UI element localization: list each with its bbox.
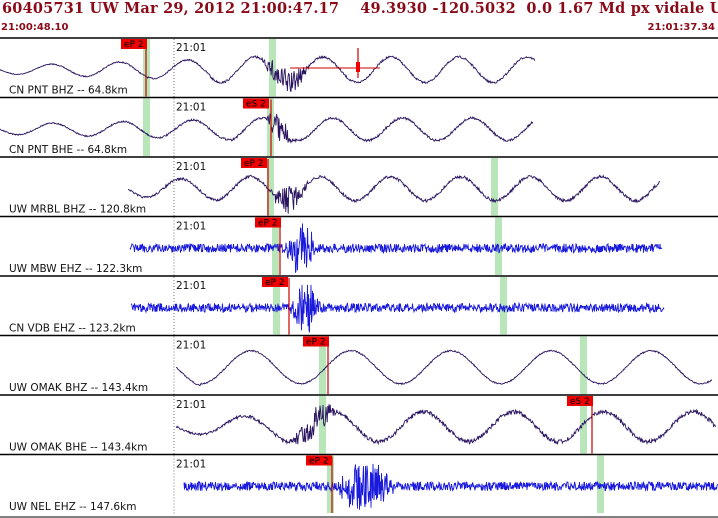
waveform-trace[interactable] — [175, 404, 716, 446]
window-end-time: 21:01:37.34 — [647, 22, 715, 33]
minute-label: 21:01 — [176, 340, 206, 352]
trace-panel-mrbl-bhz[interactable]: eP 2 21:01 UW MRBL BHZ -- 120.8km — [0, 156, 718, 217]
waveform-trace[interactable] — [129, 223, 663, 273]
phase-window-1 — [319, 336, 326, 394]
pick-marker-box[interactable] — [121, 39, 147, 49]
phase-window-1 — [327, 455, 334, 513]
phase-window-2 — [580, 336, 587, 394]
phase-window-1 — [267, 158, 274, 216]
waveform-trace[interactable] — [183, 463, 718, 510]
pick-label: eP 2 — [306, 338, 326, 348]
pick-label: eS 2 — [570, 397, 590, 407]
pick-label: eS 2 — [246, 100, 266, 110]
waveform-trace[interactable] — [130, 284, 665, 334]
minute-label: 21:01 — [176, 42, 206, 54]
trace-panel-nel-ehz[interactable]: eP 2 21:01 UW NEL EHZ -- 147.6km — [0, 453, 718, 515]
minute-label: 21:01 — [176, 161, 206, 173]
minute-label: 21:01 — [176, 280, 206, 292]
pick-marker-box[interactable] — [241, 158, 267, 168]
phase-window-1 — [273, 277, 280, 335]
pick-label: eP 2 — [309, 457, 329, 467]
station-label: UW MRBL BHZ -- 120.8km — [9, 204, 146, 216]
pick-label: eP 2 — [244, 159, 264, 169]
phase-window-1 — [143, 98, 150, 156]
station-label: CN PNT BHE -- 64.8km — [9, 144, 127, 156]
minute-label: 21:01 — [176, 102, 206, 114]
pick-marker-box[interactable] — [303, 336, 329, 347]
station-label: UW OMAK BHZ -- 143.4km — [9, 382, 148, 394]
pick-marker-box[interactable] — [306, 455, 332, 466]
station-label: CN VDB EHZ -- 123.2km — [9, 323, 136, 335]
trace-panel-mbw-ehz[interactable]: eP 2 21:01 UW MBW EHZ -- 122.3km — [0, 215, 718, 277]
window-start-time: 21:00:48.10 — [1, 22, 69, 33]
pick-marker-box[interactable] — [262, 277, 288, 287]
station-label: UW OMAK BHE -- 143.4km — [9, 442, 148, 454]
pick-marker-box[interactable] — [567, 396, 593, 406]
minute-label: 21:01 — [176, 399, 206, 411]
pick-label: eP 2 — [124, 40, 144, 50]
station-label: UW NEL EHZ -- 147.6km — [9, 501, 136, 513]
waveform-trace[interactable] — [127, 174, 661, 214]
minute-label: 21:01 — [176, 459, 206, 471]
waveform-trace[interactable] — [0, 113, 534, 144]
pick-marker-box[interactable] — [243, 98, 269, 109]
trace-panel-pnt-bhe[interactable]: eS 2 21:01 CN PNT BHE -- 64.8km — [0, 96, 718, 158]
phase-window-2 — [491, 158, 498, 216]
trace-panel-vdb-ehz[interactable]: eP 2 21:01 CN VDB EHZ -- 123.2km — [0, 275, 718, 336]
pick-label: eP 2 — [265, 278, 285, 288]
station-label: CN PNT BHZ -- 64.8km — [9, 85, 128, 97]
waveform-trace[interactable] — [0, 55, 536, 92]
station-label: UW MBW EHZ -- 122.3km — [9, 263, 142, 275]
event-header-title: 60405731 UW Mar 29, 2012 21:00:47.17 49.… — [2, 0, 718, 17]
pick-marker-box[interactable] — [255, 217, 281, 228]
amplitude-box[interactable] — [356, 62, 360, 72]
trace-panel-pnt-bhz[interactable]: eP 2 21:01 CN PNT BHZ -- 64.8km — [0, 37, 718, 98]
phase-window-1 — [319, 396, 326, 454]
minute-label: 21:01 — [176, 221, 206, 233]
trace-panel-omak-bhe[interactable]: eS 2 21:01 UW OMAK BHE -- 143.4km — [0, 394, 718, 455]
pick-label: eP 2 — [258, 219, 278, 229]
trace-panel-omak-bhz[interactable]: eP 2 21:01 UW OMAK BHZ -- 143.4km — [0, 334, 718, 396]
waveform-trace[interactable] — [176, 349, 713, 387]
